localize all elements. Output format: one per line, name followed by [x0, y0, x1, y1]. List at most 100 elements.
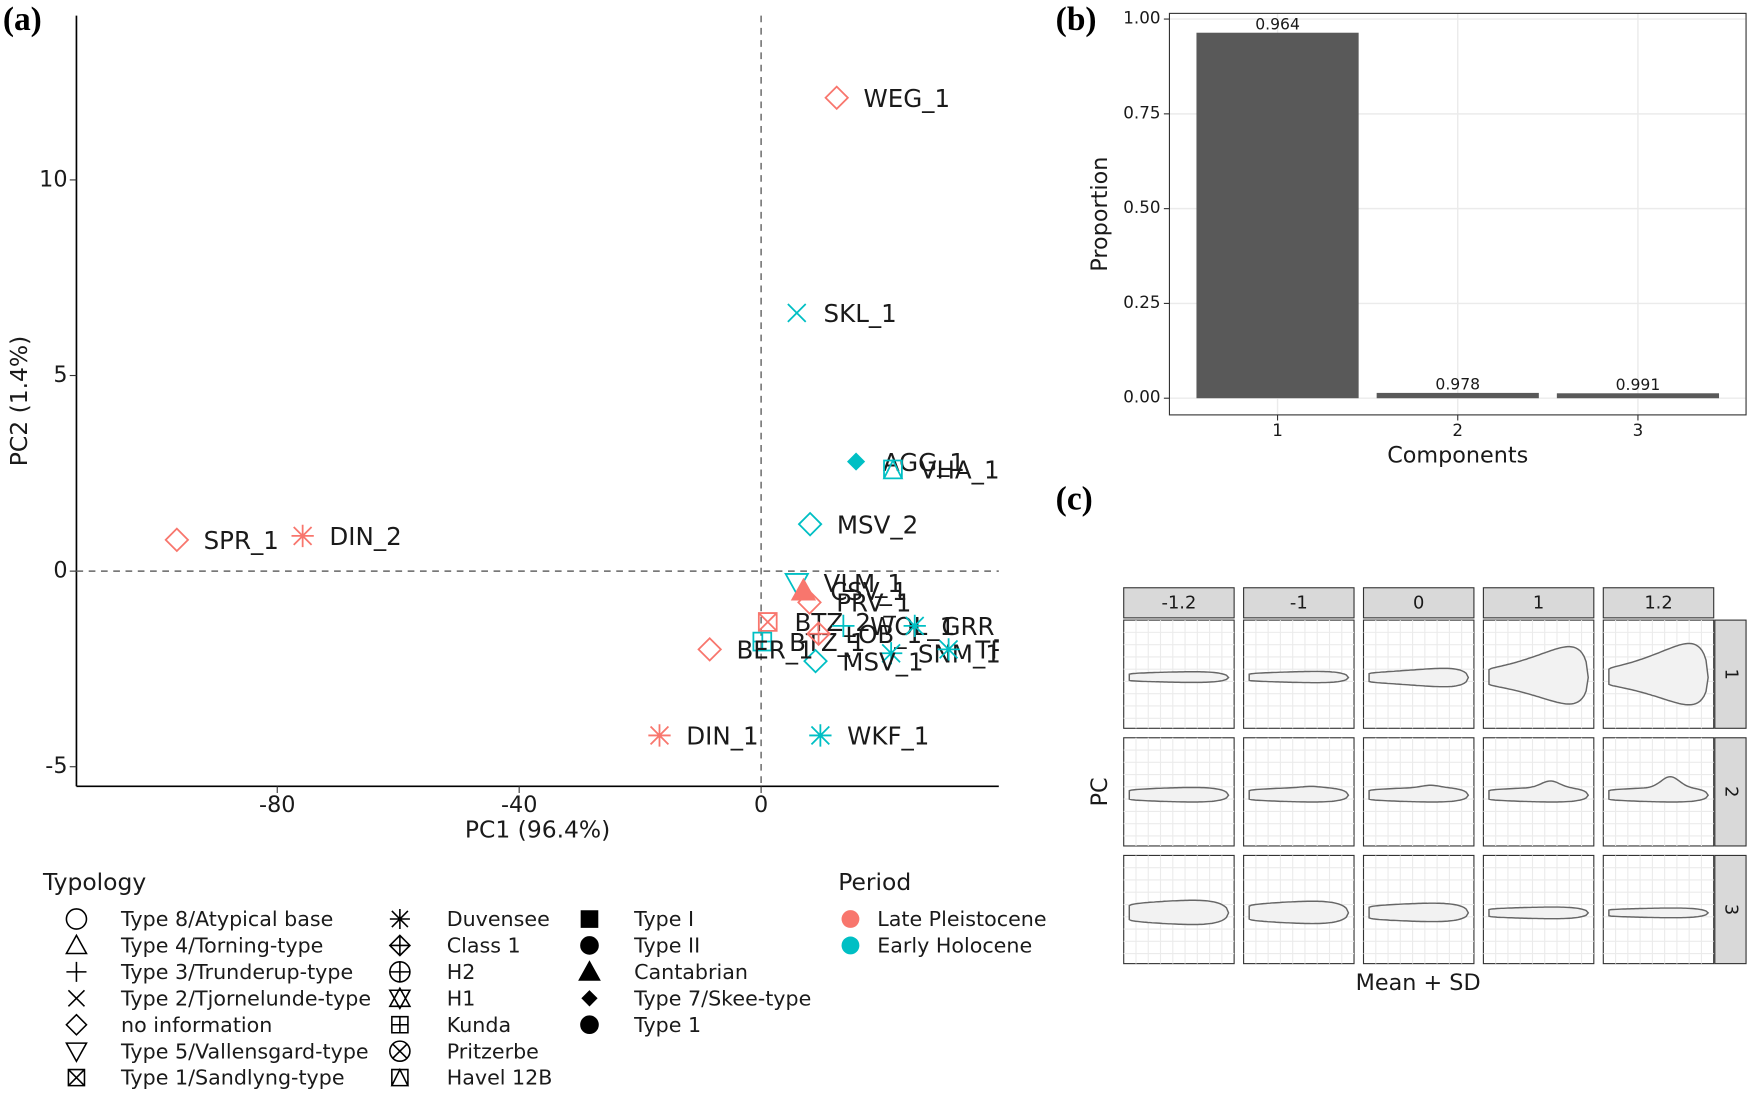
legend-symbol [65, 1013, 88, 1036]
legend-label: Type 4/Torning-type [120, 934, 323, 958]
legend-label: Early Holocene [877, 934, 1032, 958]
legend-symbol [65, 933, 88, 955]
point-label: BER_1 [736, 636, 813, 665]
outline-shape [1248, 785, 1350, 803]
legend-label: Pritzerbe [447, 1039, 539, 1063]
point [797, 590, 822, 615]
legend-label: Type I [633, 907, 694, 931]
facet-header-label: -1.2 [1162, 592, 1197, 613]
facet-strip-label: 3 [1720, 904, 1741, 915]
outline-shape [1608, 907, 1710, 919]
point-label: BTZ_1 [789, 628, 865, 657]
facet-header [1602, 587, 1715, 619]
point-label: SPR_1 [204, 526, 279, 555]
point [824, 85, 850, 111]
legend-title: Typology [42, 868, 146, 896]
legend-symbol [841, 936, 860, 955]
point-label: BTZ_2 [795, 608, 871, 637]
outline-shape [1488, 645, 1589, 705]
x-axis-title: Mean + SD [1356, 970, 1481, 996]
legend-label: Type 5/Vallensgard-type [120, 1039, 369, 1063]
legend-symbol [580, 910, 599, 928]
x-axis-title: Components [1387, 443, 1528, 469]
point [846, 452, 866, 471]
point [790, 577, 817, 601]
point [752, 631, 773, 652]
legend-label: Kunda [447, 1013, 511, 1037]
legend-title: Period [838, 868, 911, 896]
outline-shape [1128, 899, 1230, 926]
x-tick-label: -40 [501, 792, 537, 818]
legend-label: Type 7/Skee-type [633, 986, 811, 1010]
legend-label: H1 [447, 986, 476, 1010]
legend-label: Class 1 [447, 934, 521, 958]
y-axis-title: PC [1087, 777, 1113, 806]
point [832, 614, 855, 638]
point-label: CSV_1 [830, 577, 907, 606]
data-label: 0.978 [1435, 376, 1480, 394]
y-tick-label: 1.00 [1123, 8, 1160, 28]
bar [1196, 32, 1359, 399]
facet-header [1482, 587, 1595, 619]
legend-symbol [389, 908, 410, 930]
outline-shape [1248, 670, 1350, 684]
facet-strip [1714, 619, 1747, 729]
plot-border [1168, 12, 1747, 416]
facet-header-label: -1 [1290, 592, 1308, 613]
legend-label: Duvensee [447, 907, 550, 931]
y-tick-label: -5 [45, 753, 67, 779]
point [787, 303, 807, 323]
y-axis-title: Proportion [1087, 157, 1113, 272]
legend-label: H2 [447, 960, 476, 984]
outline-shape [1368, 667, 1470, 688]
point-label: WKF_1 [847, 722, 929, 751]
x-tick-label: 2 [1452, 420, 1463, 440]
data-label: 0.991 [1616, 376, 1661, 394]
point [797, 511, 823, 537]
legend-symbol [67, 989, 86, 1007]
point-label: VHA_1 [920, 456, 1000, 485]
outline-shape [1488, 780, 1590, 803]
legend-symbol [66, 961, 87, 982]
point [903, 614, 926, 638]
facet-strip [1714, 854, 1747, 965]
facet-header-label: 1.2 [1644, 592, 1672, 613]
point-label: PRV_1 [836, 589, 911, 618]
point-label: SKL_1 [824, 299, 897, 328]
x-tick-label: -80 [259, 792, 295, 818]
y-tick-label: 0.00 [1123, 387, 1160, 407]
facet-header-label: 1 [1533, 592, 1544, 613]
outline-shape [1368, 784, 1470, 803]
point-label: WEG_1 [863, 84, 950, 113]
point [757, 612, 778, 632]
point [809, 724, 832, 747]
outline-shape [1608, 775, 1710, 803]
legend-label: no information [121, 1013, 272, 1037]
legend-label: Type II [633, 934, 700, 958]
point-label: TRV_1 [974, 636, 1050, 665]
y-tick-label: 0 [53, 558, 67, 584]
outline-shape [1248, 900, 1350, 925]
legend-symbol [580, 936, 599, 955]
legend-symbol [390, 1067, 410, 1087]
facet-header-label: 0 [1413, 592, 1424, 613]
point-label: VLM_1 [824, 569, 903, 598]
outline-shape [1128, 786, 1230, 803]
x-tick-label: 0 [754, 792, 768, 818]
legend-label: Havel 12B [447, 1066, 553, 1090]
legend-label: Cantabrian [634, 960, 748, 984]
point [803, 648, 828, 674]
legend-symbol [389, 1040, 411, 1062]
point [164, 527, 190, 553]
point-label: DIN_1 [686, 722, 758, 751]
point-label: AGG_1 [883, 448, 965, 477]
point-label: DIN_2 [329, 522, 401, 551]
data-label: 0.964 [1255, 15, 1300, 33]
y-tick-label: 10 [39, 166, 67, 192]
legend-label: Type 3/Trunderup-type [120, 960, 353, 984]
legend-symbol [388, 934, 412, 957]
outline-shape [1608, 642, 1709, 706]
facet-header [1243, 587, 1355, 619]
legend-symbol [578, 960, 601, 981]
